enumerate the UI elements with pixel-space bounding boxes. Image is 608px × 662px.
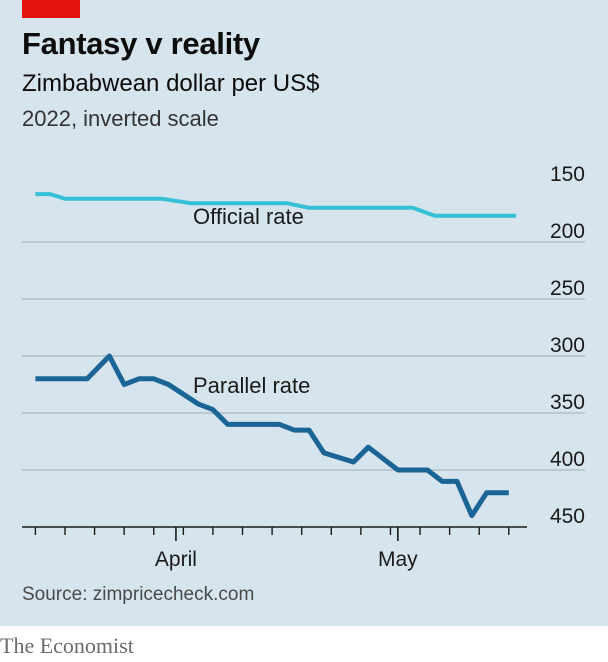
y-tick-label: 150 bbox=[550, 163, 585, 186]
y-tick-label: 200 bbox=[550, 220, 585, 243]
x-tick-label: May bbox=[378, 548, 418, 571]
chart-note: 2022, inverted scale bbox=[22, 106, 219, 131]
x-tick-label: April bbox=[155, 548, 197, 571]
source-note: Source: zimpricecheck.com bbox=[22, 584, 255, 605]
chart-title: Fantasy v reality bbox=[22, 26, 260, 61]
brand-wordmark: The Economist bbox=[0, 633, 134, 658]
chart-panel bbox=[0, 0, 608, 626]
line-chart: 150 200 250 300 350 400 450 April May Official ra… bbox=[22, 163, 585, 571]
series-label: Official rate bbox=[193, 204, 304, 229]
y-tick-label: 400 bbox=[550, 448, 585, 471]
series-line-parallel bbox=[35, 353, 509, 519]
chart-subtitle: Zimbabwean dollar per US$ bbox=[22, 70, 320, 97]
series-line-official bbox=[35, 192, 517, 218]
y-tick-label: 300 bbox=[550, 334, 585, 357]
y-tick-label: 250 bbox=[550, 277, 585, 300]
series-label: Parallel rate bbox=[193, 373, 310, 398]
y-tick-label: 450 bbox=[550, 505, 585, 528]
brand-red-tag bbox=[22, 0, 80, 18]
y-tick-label: 350 bbox=[550, 391, 585, 414]
